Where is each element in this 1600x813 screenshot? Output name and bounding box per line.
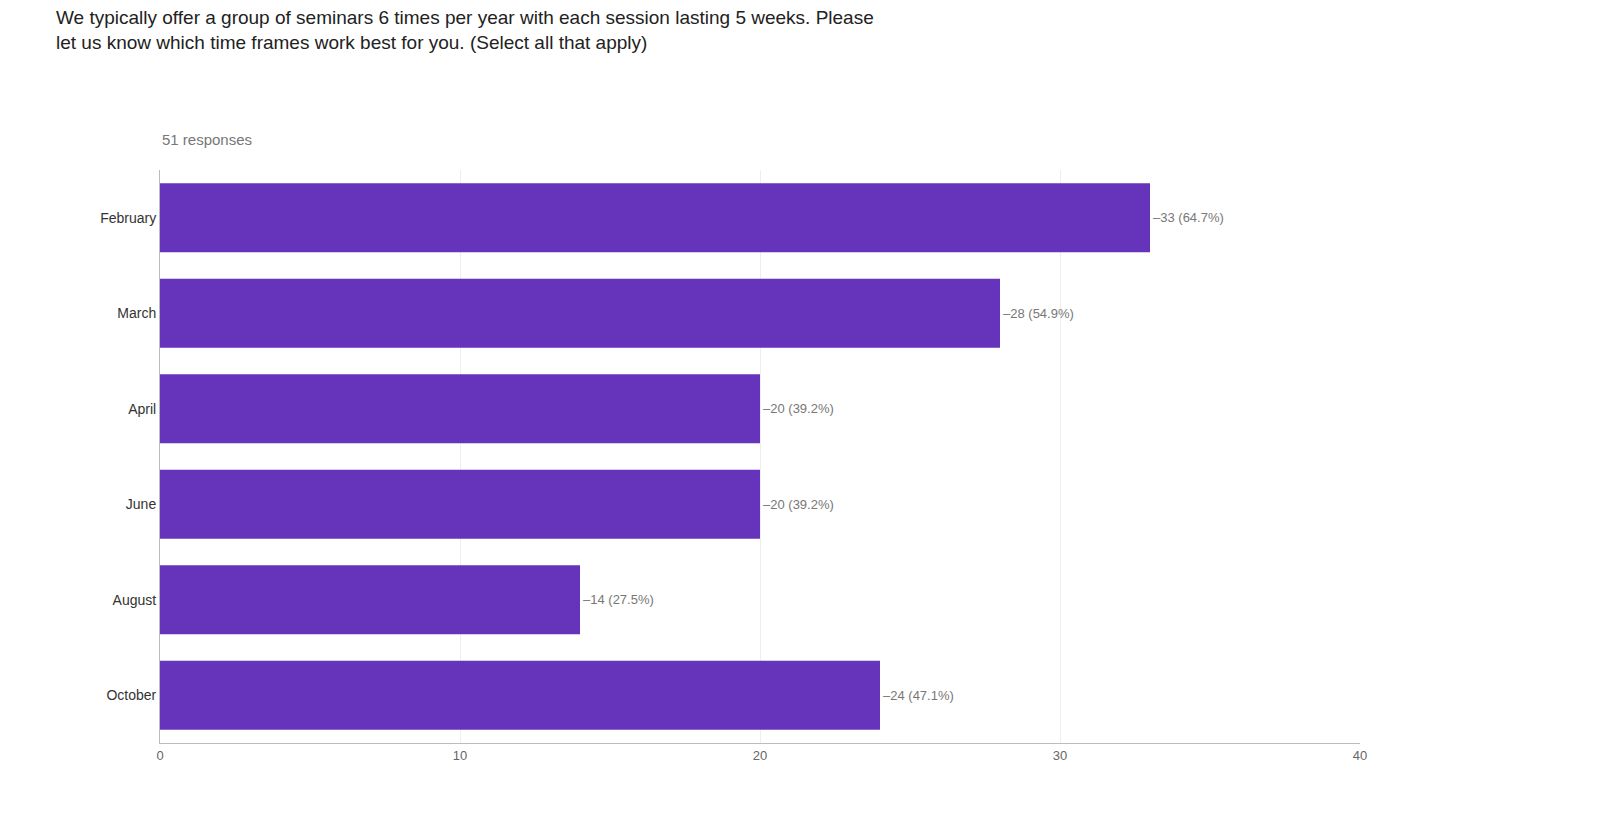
- svg-text:–28 (54.9%): –28 (54.9%): [1003, 306, 1074, 321]
- svg-text:0: 0: [156, 748, 163, 763]
- svg-text:April: April: [128, 401, 156, 417]
- svg-text:51 responses: 51 responses: [162, 131, 252, 148]
- svg-text:–33 (64.7%): –33 (64.7%): [1153, 210, 1224, 225]
- svg-text:August: August: [113, 592, 157, 608]
- svg-text:10: 10: [453, 748, 467, 763]
- svg-text:40: 40: [1353, 748, 1367, 763]
- svg-text:March: March: [117, 305, 156, 321]
- svg-text:We typically offer a group of: We typically offer a group of seminars 6…: [56, 7, 874, 53]
- svg-text:30: 30: [1053, 748, 1067, 763]
- svg-text:October: October: [106, 687, 156, 703]
- svg-text:June: June: [126, 496, 157, 512]
- svg-text:–20 (39.2%): –20 (39.2%): [763, 497, 834, 512]
- svg-text:February: February: [100, 210, 156, 226]
- svg-text:–24 (47.1%): –24 (47.1%): [883, 688, 954, 703]
- svg-text:20: 20: [753, 748, 767, 763]
- svg-text:–14 (27.5%): –14 (27.5%): [583, 592, 654, 607]
- svg-text:–20 (39.2%): –20 (39.2%): [763, 401, 834, 416]
